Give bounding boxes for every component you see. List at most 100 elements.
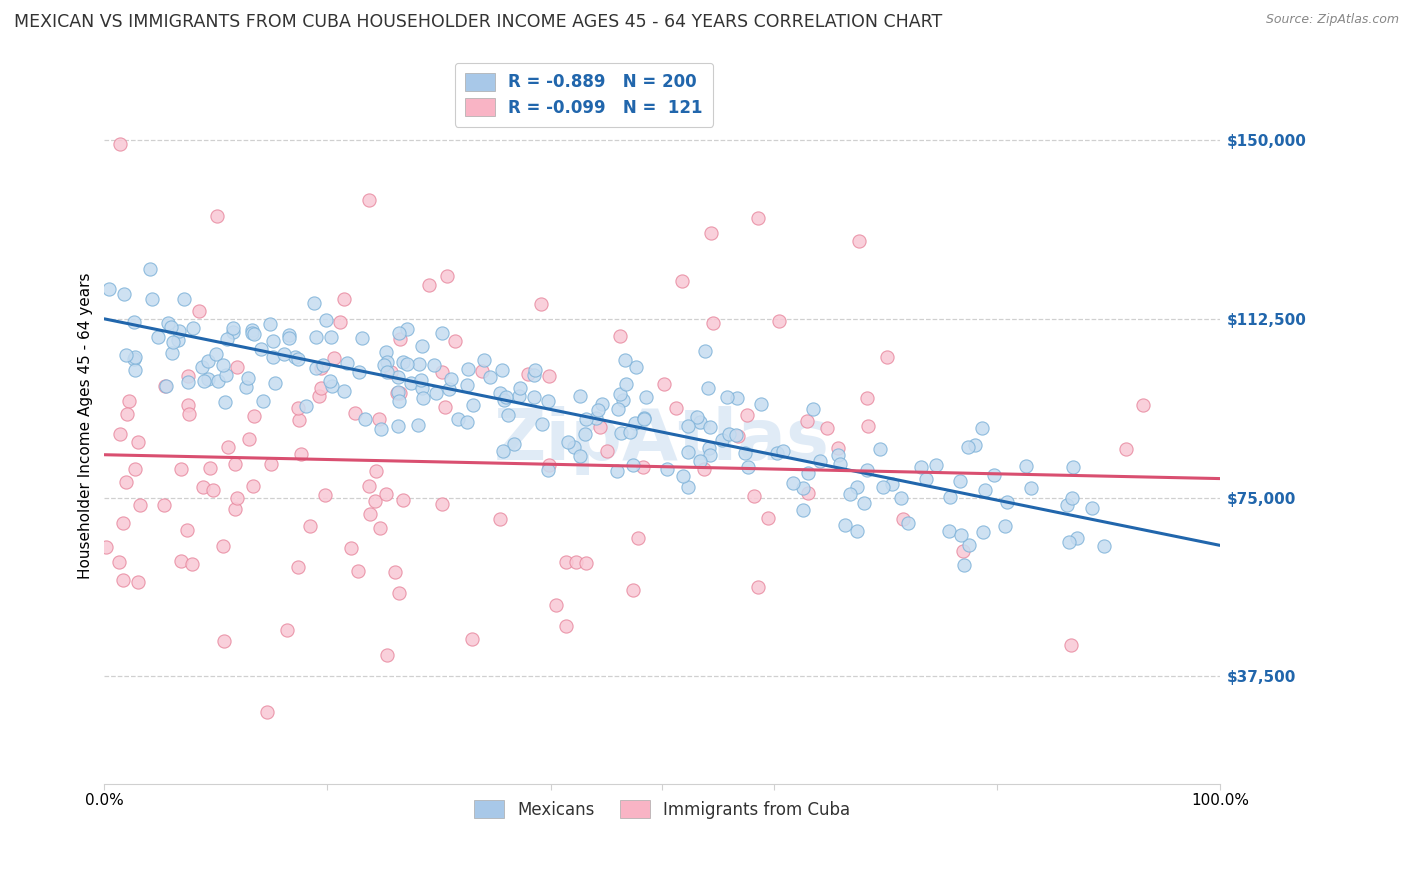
Point xyxy=(471,364,494,378)
Point xyxy=(1066,532,1088,546)
Point xyxy=(225,359,247,374)
Point xyxy=(375,354,398,368)
Point xyxy=(277,331,299,345)
Point xyxy=(224,501,246,516)
Point xyxy=(115,348,138,362)
Point xyxy=(693,343,716,358)
Point xyxy=(141,292,163,306)
Point xyxy=(606,464,628,478)
Point xyxy=(737,460,759,475)
Point xyxy=(1115,442,1137,457)
Point xyxy=(370,421,392,435)
Point xyxy=(689,415,711,429)
Point xyxy=(711,434,734,448)
Point xyxy=(472,353,495,368)
Point xyxy=(699,448,721,462)
Point xyxy=(1060,638,1083,652)
Point xyxy=(304,361,326,376)
Point xyxy=(243,409,266,423)
Point xyxy=(956,440,979,454)
Point xyxy=(259,317,281,331)
Point xyxy=(207,374,229,388)
Point xyxy=(205,209,228,223)
Point xyxy=(503,437,526,451)
Point xyxy=(614,377,637,392)
Point xyxy=(734,446,756,460)
Point xyxy=(160,320,183,334)
Point xyxy=(118,393,141,408)
Point xyxy=(624,416,647,430)
Text: Source: ZipAtlas.com: Source: ZipAtlas.com xyxy=(1265,13,1399,27)
Point xyxy=(425,385,447,400)
Point xyxy=(897,516,920,531)
Point xyxy=(107,555,129,569)
Point xyxy=(193,374,215,388)
Point xyxy=(575,556,598,570)
Point xyxy=(555,619,578,633)
Point xyxy=(350,331,373,345)
Point xyxy=(173,292,195,306)
Point xyxy=(568,389,591,403)
Point xyxy=(627,531,650,545)
Point xyxy=(262,334,284,349)
Point xyxy=(938,524,960,538)
Point xyxy=(523,391,546,405)
Point xyxy=(479,369,502,384)
Point xyxy=(554,555,576,569)
Point xyxy=(796,486,818,500)
Point xyxy=(309,360,332,375)
Point xyxy=(406,418,429,433)
Point xyxy=(624,360,647,375)
Point xyxy=(305,330,328,344)
Point xyxy=(302,296,325,310)
Point xyxy=(146,330,169,344)
Point xyxy=(167,333,190,347)
Point xyxy=(557,435,579,450)
Point xyxy=(700,226,723,240)
Point xyxy=(619,425,641,439)
Point xyxy=(221,321,243,335)
Point xyxy=(204,347,226,361)
Point xyxy=(609,329,631,343)
Point xyxy=(385,385,408,400)
Point xyxy=(212,539,235,553)
Point xyxy=(396,357,419,371)
Point xyxy=(273,347,295,361)
Point xyxy=(388,393,411,408)
Point xyxy=(242,478,264,492)
Point xyxy=(834,518,856,533)
Point xyxy=(344,406,367,420)
Point xyxy=(250,342,273,356)
Point xyxy=(845,524,868,538)
Point xyxy=(312,358,335,372)
Point xyxy=(256,705,278,719)
Point xyxy=(170,462,193,476)
Point xyxy=(389,385,412,400)
Point xyxy=(1132,398,1154,412)
Point xyxy=(1021,481,1043,495)
Point xyxy=(240,326,263,340)
Point xyxy=(953,558,976,572)
Point xyxy=(509,381,531,395)
Point xyxy=(562,440,585,454)
Point xyxy=(412,392,434,406)
Point xyxy=(287,560,309,574)
Point xyxy=(995,495,1018,509)
Point xyxy=(122,351,145,366)
Point xyxy=(838,487,860,501)
Point xyxy=(652,377,675,392)
Point xyxy=(160,346,183,360)
Point xyxy=(359,479,381,493)
Point xyxy=(1056,498,1078,512)
Point xyxy=(388,586,411,600)
Point xyxy=(544,598,567,612)
Point xyxy=(456,378,478,392)
Point xyxy=(768,314,790,328)
Point xyxy=(796,414,818,428)
Point xyxy=(747,211,769,225)
Point xyxy=(314,488,336,502)
Point xyxy=(613,353,636,368)
Point xyxy=(308,389,330,403)
Point xyxy=(815,420,838,434)
Point xyxy=(287,351,309,366)
